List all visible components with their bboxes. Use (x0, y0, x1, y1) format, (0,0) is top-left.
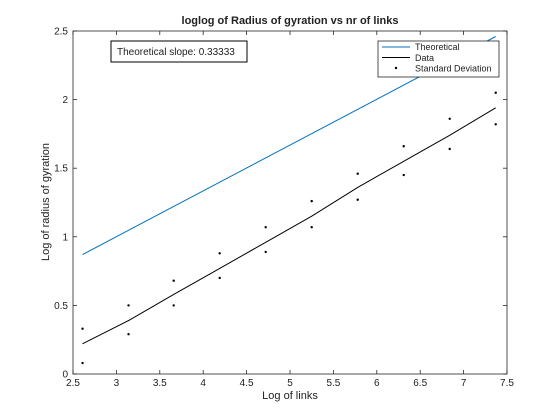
x-tick-label: 7.5 (500, 378, 514, 389)
std-dev-point (403, 174, 405, 176)
std-dev-point (264, 226, 266, 228)
x-tick-label: 3.5 (153, 378, 167, 389)
std-dev-point (495, 92, 497, 94)
x-tick-label: 5 (287, 378, 293, 389)
slope-annotation: Theoretical slope: 0.33333 (111, 41, 247, 62)
y-tick-label: 2 (62, 95, 68, 106)
legend-label-data: Data (415, 53, 434, 63)
std-dev-point (81, 328, 83, 330)
y-tick-label: 1 (62, 232, 68, 243)
y-axis-label: Log of radius of gyration (40, 143, 52, 261)
std-dev-point (218, 277, 220, 279)
x-tick-label: 4.5 (240, 378, 254, 389)
x-axis-label: Log of links (262, 390, 318, 402)
y-tick-label: 1.5 (54, 164, 68, 175)
std-dev-point (449, 118, 451, 120)
legend-label-theoretical: Theoretical (415, 42, 460, 52)
std-dev-point (264, 251, 266, 253)
std-dev-point (357, 199, 359, 201)
x-tick-label: 4 (200, 378, 206, 389)
legend: Theoretical Data Standard Deviation (378, 41, 499, 77)
std-dev-point (127, 304, 129, 306)
std-dev-point (218, 252, 220, 254)
y-tick-label: 0 (62, 370, 68, 381)
annotation-text: Theoretical slope: 0.33333 (117, 47, 235, 58)
legend-swatch-std-dev (395, 67, 397, 69)
std-dev-point (403, 145, 405, 147)
std-dev-point (127, 333, 129, 335)
legend-label-std-dev: Standard Deviation (415, 64, 492, 74)
std-dev-point (311, 226, 313, 228)
x-tick-label: 5.5 (326, 378, 340, 389)
y-tick-label: 2.5 (54, 27, 68, 38)
x-tick-label: 6.5 (413, 378, 427, 389)
std-dev-point (81, 362, 83, 364)
y-tick-label: 0.5 (54, 301, 68, 312)
x-tick-label: 7 (461, 378, 467, 389)
x-tick-label: 6 (374, 378, 380, 389)
std-dev-point (357, 172, 359, 174)
x-tick-label: 3 (114, 378, 120, 389)
std-dev-point (311, 200, 313, 202)
std-dev-point (449, 148, 451, 150)
std-dev-point (172, 280, 174, 282)
chart-title: loglog of Radius of gyration vs nr of li… (182, 15, 399, 27)
x-tick-label: 2.5 (66, 378, 80, 389)
std-dev-point (495, 123, 497, 125)
plot-area (73, 31, 507, 374)
std-dev-point (172, 304, 174, 306)
